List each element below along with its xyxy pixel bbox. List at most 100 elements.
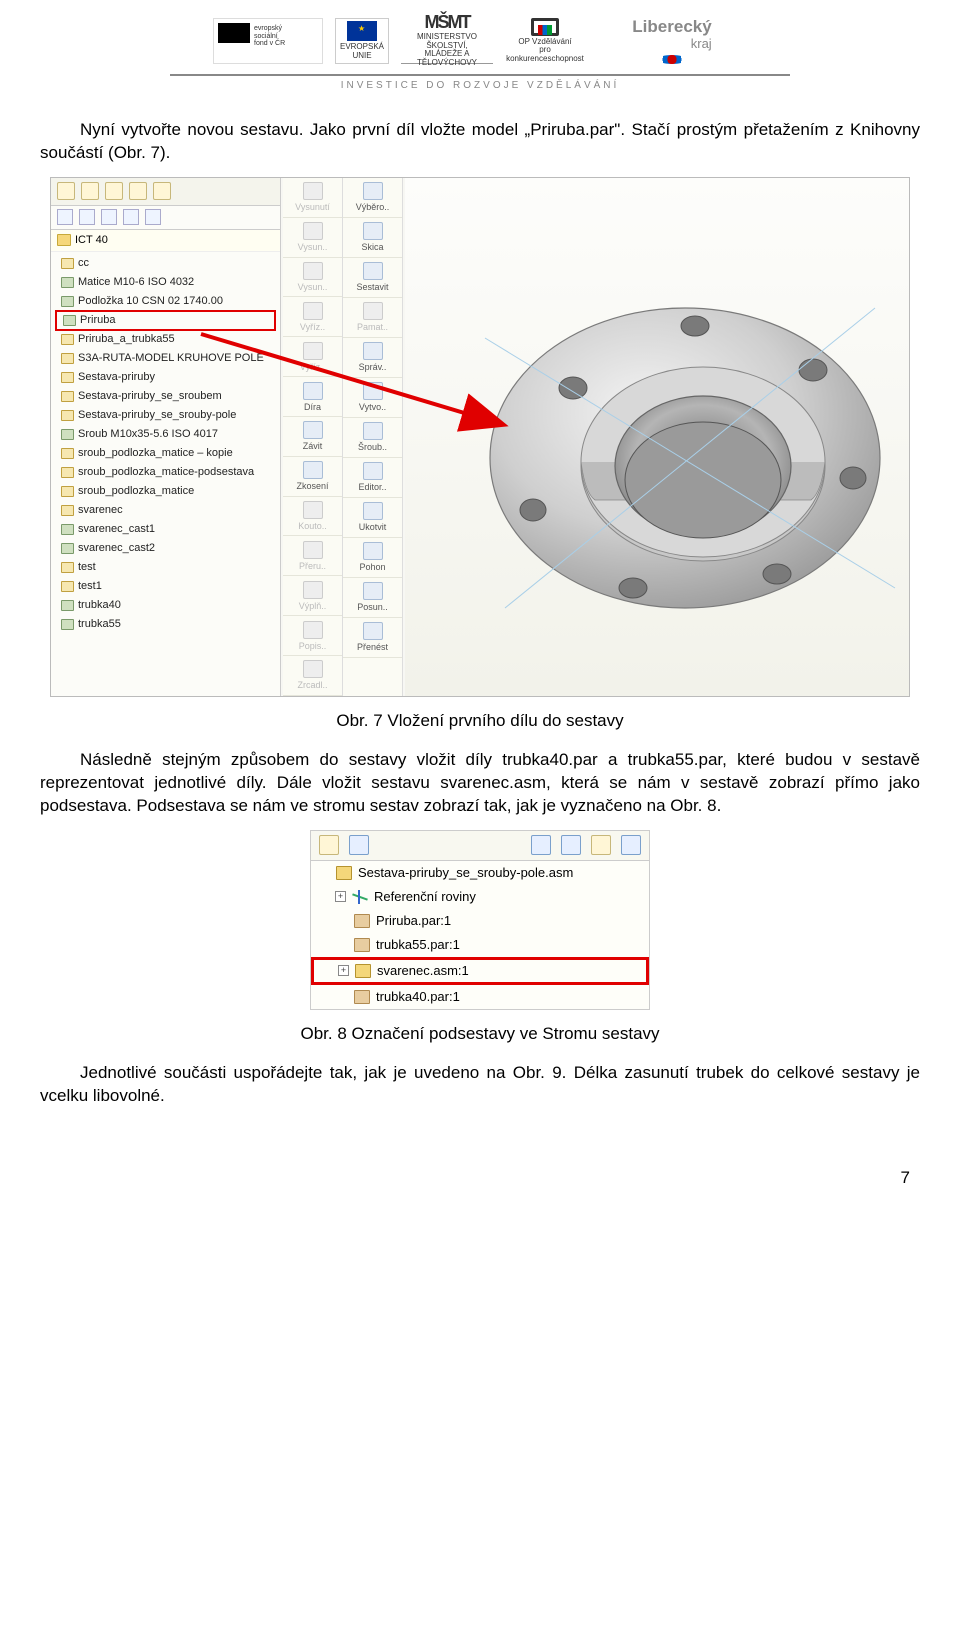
expand-icon[interactable]: + (335, 891, 346, 902)
fig8-toolbar (311, 831, 649, 861)
tree-item[interactable]: Sestava-priruby_se_sroubem (55, 387, 276, 406)
row-label: trubka55.par:1 (376, 937, 460, 952)
tree-item[interactable]: Matice M10-6 ISO 4032 (55, 273, 276, 292)
ribbon-button[interactable]: Díra (283, 377, 342, 417)
ribbon-button: Vyříz.. (283, 297, 342, 337)
toolbar-icon[interactable] (81, 182, 99, 200)
ribbon-button: Výplň.. (283, 576, 342, 616)
toolbar-icon[interactable] (129, 182, 147, 200)
tree-item[interactable]: cc (55, 254, 276, 273)
ribbon-label: Přeru.. (299, 561, 326, 571)
ribbon-icon (363, 542, 383, 560)
part-icon (61, 429, 74, 440)
ribbon-button[interactable]: Posun.. (343, 578, 402, 618)
tree-item[interactable]: svarenec (55, 501, 276, 520)
tree-item[interactable]: Podložka 10 CSN 02 1740.00 (55, 292, 276, 311)
assembly-icon (355, 964, 371, 978)
ribbon-icon (303, 302, 323, 320)
assembly-tree-row[interactable]: Sestava-priruby_se_srouby-pole.asm (311, 861, 649, 885)
toolbar-icon[interactable] (123, 209, 139, 225)
ribbon-button[interactable]: Editor.. (343, 458, 402, 498)
ribbon-icon (303, 342, 323, 360)
toolbar-icon[interactable] (101, 209, 117, 225)
tree-item[interactable]: trubka40 (55, 596, 276, 615)
ribbon-label: Skica (361, 242, 383, 252)
toolbar-icon[interactable] (145, 209, 161, 225)
expand-icon[interactable]: + (338, 965, 349, 976)
toolbar-icon[interactable] (153, 182, 171, 200)
ribbon-icon (303, 182, 323, 200)
ribbon-button[interactable]: Skica (343, 218, 402, 258)
assembly-tree-row[interactable]: +Referenční roviny (311, 885, 649, 909)
kraj-text: kraj (632, 37, 711, 51)
assembly-tree-row[interactable]: trubka55.par:1 (311, 933, 649, 957)
part-icon (354, 938, 370, 952)
tree-item[interactable]: S3A-RUTA-MODEL KRUHOVE POLE (55, 349, 276, 368)
tree-item-label: S3A-RUTA-MODEL KRUHOVE POLE (78, 352, 264, 364)
ribbon-label: Vysun.. (298, 242, 328, 252)
toolbar-icon[interactable] (105, 182, 123, 200)
paragraph-3: Jednotlivé součásti uspořádejte tak, jak… (40, 1062, 920, 1108)
ribbon-label: Sestavit (356, 282, 388, 292)
tree-item[interactable]: Sroub M10x35-5.6 ISO 4017 (55, 425, 276, 444)
ribbon-label: Výplň.. (299, 601, 327, 611)
tree-item[interactable]: Sestava-priruby_se_srouby-pole (55, 406, 276, 425)
assembly-tree-row[interactable]: +svarenec.asm:1 (311, 957, 649, 985)
ribbon-button[interactable]: Šroub.. (343, 418, 402, 458)
tree-item[interactable]: Sestava-priruby (55, 368, 276, 387)
assembly-icon (61, 391, 74, 402)
toolbar-icon[interactable] (621, 835, 641, 855)
tree-item[interactable]: test (55, 558, 276, 577)
assembly-icon (61, 448, 74, 459)
ribbon-button[interactable]: Přenést (343, 618, 402, 658)
cad-viewport[interactable] (405, 178, 909, 696)
tree-item[interactable]: sroub_podlozka_matice-podsestava (55, 463, 276, 482)
ribbon-icon (363, 342, 383, 360)
part-icon (63, 315, 76, 326)
tree-item[interactable]: sroub_podlozka_matice (55, 482, 276, 501)
ribbon-button: Kouto.. (283, 497, 342, 537)
ribbon-label: Popis.. (299, 641, 327, 651)
tree-item[interactable]: svarenec_cast1 (55, 520, 276, 539)
ribbon-icon (363, 502, 383, 520)
toolbar-icon[interactable] (561, 835, 581, 855)
ribbon-column-left: VysunutíVysun..Vysun..Vyříz..Vyříz..Díra… (283, 178, 343, 696)
toolbar-icon[interactable] (591, 835, 611, 855)
tree-item[interactable]: trubka55 (55, 615, 276, 634)
logo-eu: EVROPSKÁ UNIE (335, 18, 389, 64)
panel-toolbar-2 (51, 206, 280, 230)
ribbon-label: Závit (303, 441, 323, 451)
ribbon-label: Šroub.. (358, 442, 387, 452)
tree-item-label: Sestava-priruby (78, 371, 155, 383)
ribbon-button[interactable]: Pohon (343, 538, 402, 578)
esf-line3: fond v ČR (254, 40, 285, 48)
tree-item[interactable]: test1 (55, 577, 276, 596)
ribbon-button[interactable]: Správ.. (343, 338, 402, 378)
toolbar-icon[interactable] (319, 835, 339, 855)
row-label: Sestava-priruby_se_srouby-pole.asm (358, 865, 573, 880)
caption-7: Obr. 7 Vložení prvního dílu do sestavy (40, 711, 920, 731)
toolbar-icon[interactable] (57, 182, 75, 200)
toolbar-icon[interactable] (349, 835, 369, 855)
ribbon-button[interactable]: Zkosení (283, 457, 342, 497)
ribbon-button[interactable]: Ukotvit (343, 498, 402, 538)
ribbon-icon (363, 582, 383, 600)
ribbon-label: Správ.. (359, 362, 387, 372)
folder-row[interactable]: ICT 40 (51, 230, 280, 252)
toolbar-icon[interactable] (79, 209, 95, 225)
assembly-tree-row[interactable]: Priruba.par:1 (311, 909, 649, 933)
ribbon-button[interactable]: Závit (283, 417, 342, 457)
tree-item[interactable]: sroub_podlozka_matice – kopie (55, 444, 276, 463)
ribbon-button[interactable]: Sestavit (343, 258, 402, 298)
tree-item[interactable]: svarenec_cast2 (55, 539, 276, 558)
ribbon-button: Vysunutí (283, 178, 342, 218)
ribbon-button: Vyříz.. (283, 337, 342, 377)
liberecky-text: Liberecký (632, 18, 711, 37)
toolbar-icon[interactable] (57, 209, 73, 225)
tree-item-label: svarenec_cast1 (78, 523, 155, 535)
ribbon-button[interactable]: Výběro.. (343, 178, 402, 218)
tree-item[interactable]: Priruba (55, 310, 276, 331)
toolbar-icon[interactable] (531, 835, 551, 855)
tree-item-label: Sroub M10x35-5.6 ISO 4017 (78, 428, 218, 440)
assembly-tree-row[interactable]: trubka40.par:1 (311, 985, 649, 1009)
